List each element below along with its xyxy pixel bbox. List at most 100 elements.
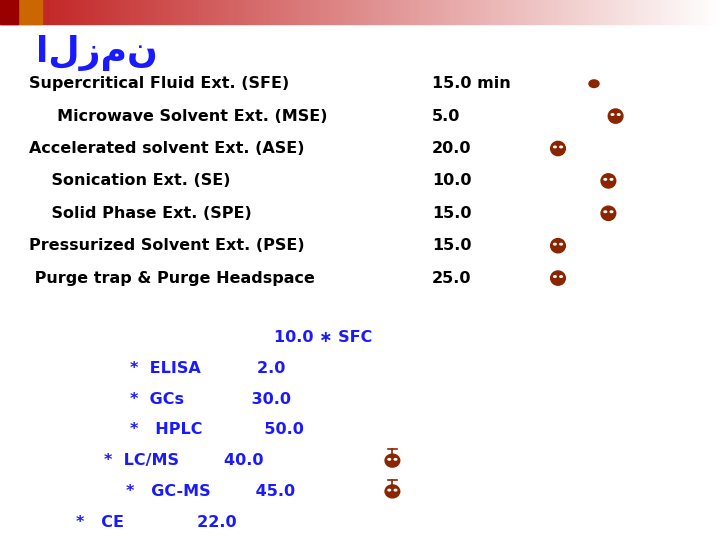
Bar — [317, 0, 320, 24]
Bar — [680, 0, 684, 24]
Bar — [277, 0, 281, 24]
Bar — [461, 0, 464, 24]
Ellipse shape — [604, 179, 606, 180]
Bar — [4, 0, 7, 24]
Bar — [526, 0, 529, 24]
Text: Microwave Solvent Ext. (MSE): Microwave Solvent Ext. (MSE) — [29, 109, 328, 124]
Bar — [162, 0, 166, 24]
Bar — [180, 0, 184, 24]
Bar — [328, 0, 331, 24]
Bar — [331, 0, 335, 24]
Bar — [198, 0, 202, 24]
Bar — [439, 0, 443, 24]
Bar — [436, 0, 439, 24]
Bar — [342, 0, 346, 24]
Text: 20.0: 20.0 — [432, 141, 472, 156]
Bar — [281, 0, 284, 24]
Bar — [94, 0, 97, 24]
Bar — [187, 0, 191, 24]
Ellipse shape — [608, 109, 623, 123]
Bar — [698, 0, 702, 24]
Bar — [673, 0, 677, 24]
Ellipse shape — [554, 276, 556, 278]
Bar — [443, 0, 446, 24]
Bar — [169, 0, 173, 24]
Bar — [648, 0, 652, 24]
Bar — [396, 0, 400, 24]
Ellipse shape — [560, 244, 562, 245]
Bar — [50, 0, 54, 24]
Text: Supercritical Fluid Ext. (SFE): Supercritical Fluid Ext. (SFE) — [29, 76, 289, 91]
Bar — [29, 0, 32, 24]
Bar — [79, 0, 83, 24]
Text: Solid Phase Ext. (SPE): Solid Phase Ext. (SPE) — [29, 206, 251, 221]
Bar — [562, 0, 565, 24]
Bar — [245, 0, 248, 24]
Bar — [533, 0, 536, 24]
Bar — [223, 0, 227, 24]
Bar — [288, 0, 292, 24]
Ellipse shape — [395, 489, 397, 491]
Ellipse shape — [601, 174, 616, 188]
Bar — [274, 0, 277, 24]
Text: *   HPLC           50.0: * HPLC 50.0 — [130, 422, 303, 437]
Bar — [688, 0, 691, 24]
Bar — [241, 0, 245, 24]
Ellipse shape — [551, 141, 565, 156]
Bar — [691, 0, 695, 24]
Bar — [173, 0, 176, 24]
Bar — [576, 0, 580, 24]
Bar — [356, 0, 360, 24]
Bar — [360, 0, 364, 24]
Bar — [677, 0, 680, 24]
Bar — [122, 0, 126, 24]
Bar — [482, 0, 486, 24]
Bar — [209, 0, 212, 24]
Bar — [479, 0, 482, 24]
Bar — [104, 0, 108, 24]
Bar — [446, 0, 450, 24]
Text: 15.0: 15.0 — [432, 238, 472, 253]
Bar — [457, 0, 461, 24]
Bar — [662, 0, 666, 24]
Bar — [378, 0, 382, 24]
Bar — [382, 0, 385, 24]
Bar — [468, 0, 472, 24]
Bar — [202, 0, 205, 24]
Bar — [191, 0, 194, 24]
Bar — [14, 0, 18, 24]
Bar — [407, 0, 410, 24]
Bar — [140, 0, 144, 24]
Bar — [90, 0, 94, 24]
Bar — [590, 0, 594, 24]
Bar — [403, 0, 407, 24]
Bar — [432, 0, 436, 24]
Bar — [702, 0, 706, 24]
Bar — [230, 0, 234, 24]
Bar — [522, 0, 526, 24]
Bar — [551, 0, 554, 24]
Bar — [68, 0, 72, 24]
Bar — [500, 0, 504, 24]
Bar — [130, 0, 133, 24]
Bar — [65, 0, 68, 24]
Ellipse shape — [385, 485, 400, 498]
Ellipse shape — [618, 114, 620, 116]
Bar — [248, 0, 252, 24]
Bar — [259, 0, 263, 24]
Bar — [115, 0, 119, 24]
Bar — [684, 0, 688, 24]
Bar — [565, 0, 569, 24]
Bar — [641, 0, 644, 24]
Bar — [299, 0, 302, 24]
Ellipse shape — [611, 114, 613, 116]
Bar — [428, 0, 432, 24]
Bar — [475, 0, 479, 24]
Bar — [353, 0, 356, 24]
Bar — [313, 0, 317, 24]
Bar — [126, 0, 130, 24]
Bar — [43, 0, 47, 24]
Bar — [583, 0, 587, 24]
Bar — [425, 0, 428, 24]
Ellipse shape — [601, 206, 616, 220]
